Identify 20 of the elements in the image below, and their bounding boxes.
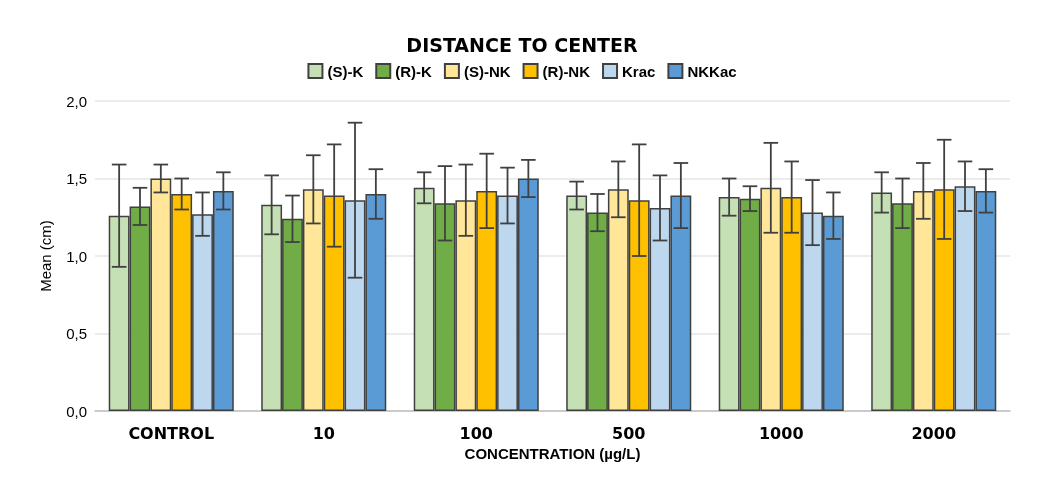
y-tick-label: 1,5 [66, 170, 87, 187]
y-tick-label: 0,0 [66, 402, 87, 420]
x-tick-label: 1000 [758, 423, 804, 443]
x-tick-label: 10 [312, 423, 335, 443]
legend-label: (S)-NK [463, 62, 511, 80]
x-tick-label: 100 [459, 423, 493, 443]
x-tick-label: 2000 [911, 423, 957, 443]
y-axis-title: Mean (cm) [37, 220, 54, 292]
legend-label: NKKac [687, 62, 737, 80]
x-axis-title: CONCENTRATION (µg/L) [464, 444, 641, 462]
legend-label: Krac [622, 62, 656, 80]
legend-label: (R)-K [395, 62, 433, 80]
x-tick-label: 500 [612, 423, 646, 443]
chart-title: DISTANCE TO CENTER [406, 33, 638, 56]
x-tick-label: CONTROL [128, 423, 215, 443]
y-tick-label: 2,0 [66, 92, 87, 110]
y-tick-label: 1,0 [66, 247, 87, 265]
legend-label: (R)-NK [542, 62, 591, 80]
y-tick-label: 0,5 [66, 325, 87, 342]
legend-label: (S)-K [327, 62, 364, 80]
